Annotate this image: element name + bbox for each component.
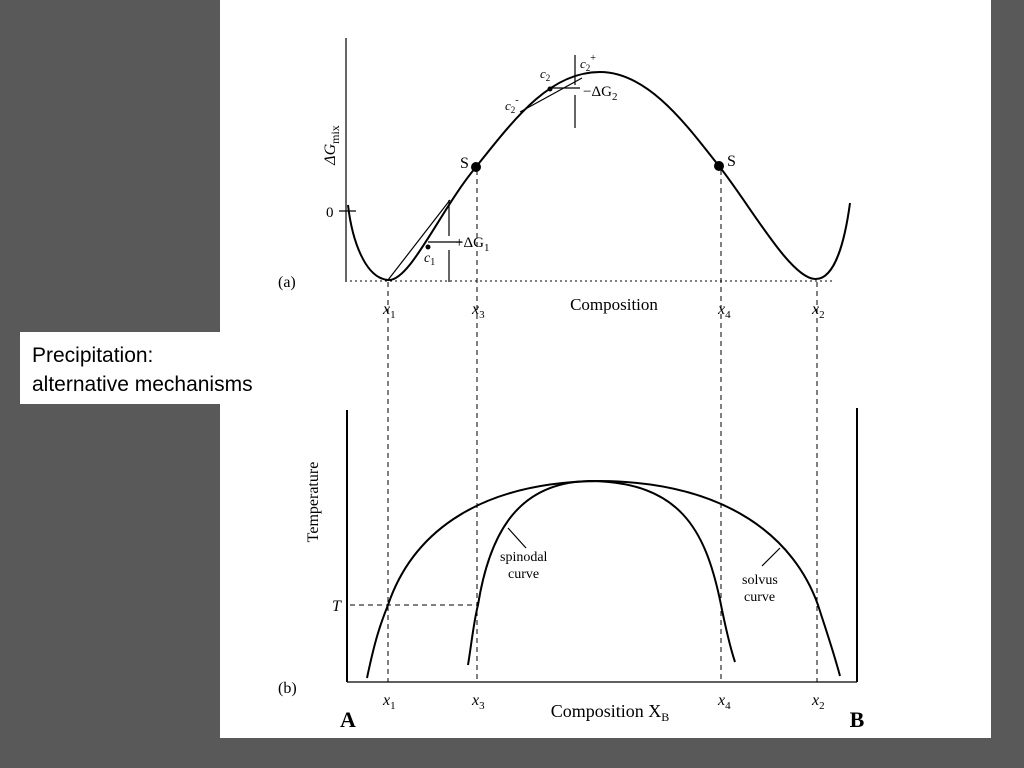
point-label: c2: [540, 66, 550, 83]
x-label-sub: 2: [819, 309, 825, 321]
end-label: A: [340, 707, 356, 732]
x-label: x2: [811, 301, 825, 321]
figure-panel: [220, 0, 991, 738]
zero-label: 0: [326, 205, 334, 221]
spinodal-curve: [467, 479, 736, 666]
point-label: c2+: [580, 53, 596, 73]
arrow: [507, 527, 527, 549]
x-labels: x1 x3 x4 x2: [382, 692, 825, 712]
x-label-sub: 1: [390, 309, 396, 321]
arrow: [761, 547, 781, 567]
x-label: x4: [717, 692, 731, 712]
caption-line: Precipitation:: [32, 344, 154, 367]
x-label-sub: 4: [725, 700, 731, 712]
x-label-sub: 1: [390, 700, 396, 712]
x-label-sub: 3: [479, 700, 485, 712]
point-label: c2-: [505, 95, 519, 115]
temperature-label: T: [332, 598, 342, 615]
x-label-sub: 3: [479, 309, 485, 321]
spinodal-point: [471, 162, 481, 172]
panel-label: (b): [278, 680, 297, 697]
x-label-sub: 2: [819, 700, 825, 712]
y-axis-label: ΔGmix: [322, 125, 342, 166]
panel-label: (a): [278, 274, 296, 291]
x-label-sub: 4: [725, 309, 731, 321]
x-label: x1: [382, 301, 396, 321]
spinodal-point: [714, 161, 724, 171]
point: [547, 86, 553, 92]
x-label-base: x: [471, 301, 479, 318]
x-axis-label: Composition XB: [551, 701, 670, 724]
spinodal-label: S: [460, 155, 469, 172]
tangent-line: [387, 199, 451, 281]
point-label: c1: [424, 251, 435, 268]
curve-label: spinodal: [500, 550, 548, 565]
tangent-line: [519, 77, 583, 113]
curve-label: solvus: [742, 573, 778, 588]
x-label-base: x: [382, 301, 390, 318]
x-label-base: x: [811, 301, 819, 318]
point: [425, 244, 431, 250]
curve-label: curve: [508, 567, 539, 582]
x-label-base: x: [811, 692, 819, 709]
y-axis-label: Temperature: [305, 462, 322, 543]
energy-label: +ΔG1: [455, 235, 489, 254]
free-energy-curve: [347, 70, 851, 282]
caption: Precipitation: alternative mechanisms: [20, 332, 253, 404]
energy-label: −ΔG2: [583, 84, 617, 103]
x-label: x4: [717, 301, 731, 321]
curve-label: curve: [744, 590, 775, 605]
x-label: x1: [382, 692, 396, 712]
x-label-base: x: [471, 692, 479, 709]
x-label: x3: [471, 692, 485, 712]
x-label-base: x: [717, 692, 725, 709]
x-label: x2: [811, 692, 825, 712]
spinodal-label: S: [727, 153, 736, 170]
caption-line: alternative mechanisms: [32, 373, 253, 396]
x-label-base: x: [382, 692, 390, 709]
end-label: B: [850, 707, 865, 732]
x-label: x3: [471, 301, 485, 321]
x-axis-label: Composition: [570, 295, 658, 314]
